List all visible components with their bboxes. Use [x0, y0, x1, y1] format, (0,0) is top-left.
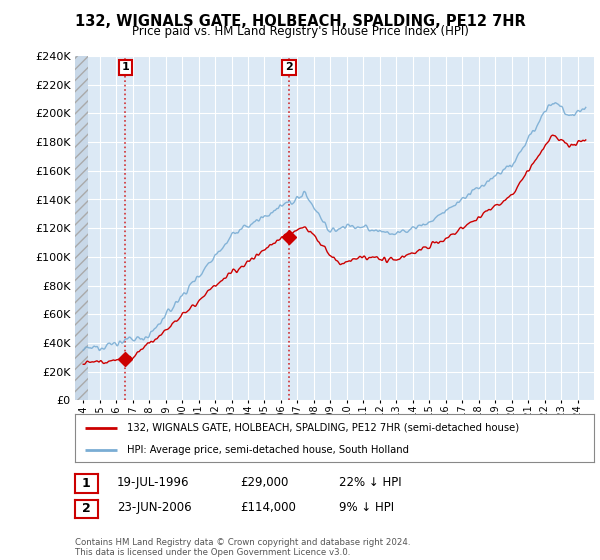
Text: Contains HM Land Registry data © Crown copyright and database right 2024.
This d: Contains HM Land Registry data © Crown c…	[75, 538, 410, 557]
Text: 23-JUN-2006: 23-JUN-2006	[117, 501, 191, 515]
Text: £29,000: £29,000	[240, 476, 289, 489]
Text: Price paid vs. HM Land Registry's House Price Index (HPI): Price paid vs. HM Land Registry's House …	[131, 25, 469, 38]
Text: HPI: Average price, semi-detached house, South Holland: HPI: Average price, semi-detached house,…	[127, 445, 409, 455]
Text: £114,000: £114,000	[240, 501, 296, 515]
Bar	[75, 56, 88, 400]
Text: 19-JUL-1996: 19-JUL-1996	[117, 476, 190, 489]
Text: 9% ↓ HPI: 9% ↓ HPI	[339, 501, 394, 515]
Text: 2: 2	[285, 63, 293, 72]
Text: 1: 1	[121, 63, 129, 72]
Text: 132, WIGNALS GATE, HOLBEACH, SPALDING, PE12 7HR (semi-detached house): 132, WIGNALS GATE, HOLBEACH, SPALDING, P…	[127, 423, 519, 433]
Text: 1: 1	[82, 477, 91, 490]
Text: 132, WIGNALS GATE, HOLBEACH, SPALDING, PE12 7HR: 132, WIGNALS GATE, HOLBEACH, SPALDING, P…	[74, 14, 526, 29]
Text: 2: 2	[82, 502, 91, 515]
Text: 22% ↓ HPI: 22% ↓ HPI	[339, 476, 401, 489]
